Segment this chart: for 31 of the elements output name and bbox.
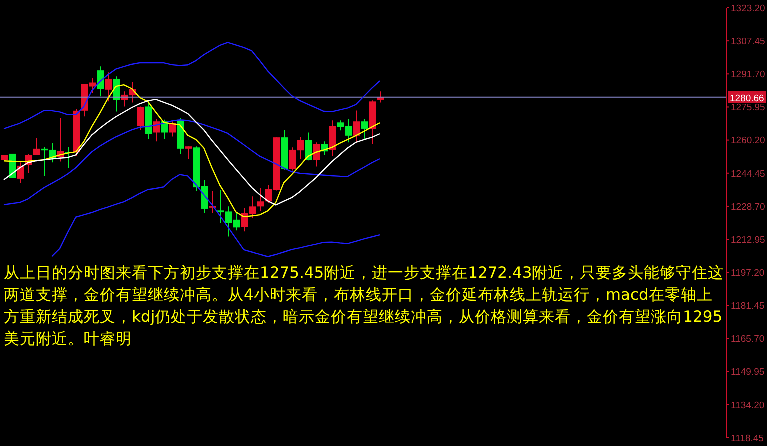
candlestick bbox=[137, 106, 144, 131]
y-tick-label: 1291.70 bbox=[731, 70, 766, 81]
annotation: 从上日的分时图来看下方初步支撑在1275.45附近，进一步支撑在1272.43附近，只要多头能够守住这两道支撑，金价有望继续冲高。从4小时来看，布林线开口，金价延布林线上轨运行，macd在零轴上方重新结成死叉，kdj仍处于发散状态，暗示金价有望继续冲高，从价格测算来看，金价有望涨向1295美元附近。叶睿明 bbox=[4, 263, 726, 350]
candlestick bbox=[329, 120, 336, 157]
y-tick-label: 1228.70 bbox=[731, 202, 766, 213]
line-series bbox=[3, 98, 381, 206]
y-tick-label: 1244.45 bbox=[731, 168, 766, 180]
candlestick bbox=[185, 146, 192, 160]
candlestick bbox=[17, 162, 24, 184]
ref-line-label: 1280.66 bbox=[730, 93, 764, 104]
candlestick bbox=[257, 188, 264, 212]
candlestick bbox=[313, 142, 320, 168]
candlestick bbox=[361, 118, 368, 140]
y-tick-label: 1181.45 bbox=[731, 301, 765, 312]
y-tick-label: 1275.95 bbox=[731, 102, 766, 114]
candlestick bbox=[97, 66, 104, 98]
candlestick bbox=[33, 138, 40, 156]
y-tick-label: 1323.20 bbox=[731, 3, 766, 14]
y-tick-label: 1134.20 bbox=[731, 400, 765, 412]
y-tick-label: 1165.70 bbox=[731, 334, 765, 346]
y-tick-label: 1118.45 bbox=[731, 433, 764, 444]
line-series bbox=[51, 174, 381, 258]
y-tick-label: 1149.95 bbox=[731, 367, 765, 378]
candlestick bbox=[305, 132, 312, 162]
candlestick bbox=[353, 110, 360, 144]
candlestick bbox=[105, 72, 112, 102]
line-series bbox=[3, 42, 381, 130]
y-tick-label: 1260.20 bbox=[731, 136, 766, 147]
y-tick-label: 1307.45 bbox=[731, 36, 766, 48]
y-tick-label: 1212.95 bbox=[731, 234, 766, 246]
y-tick-label: 1197.20 bbox=[731, 268, 765, 279]
